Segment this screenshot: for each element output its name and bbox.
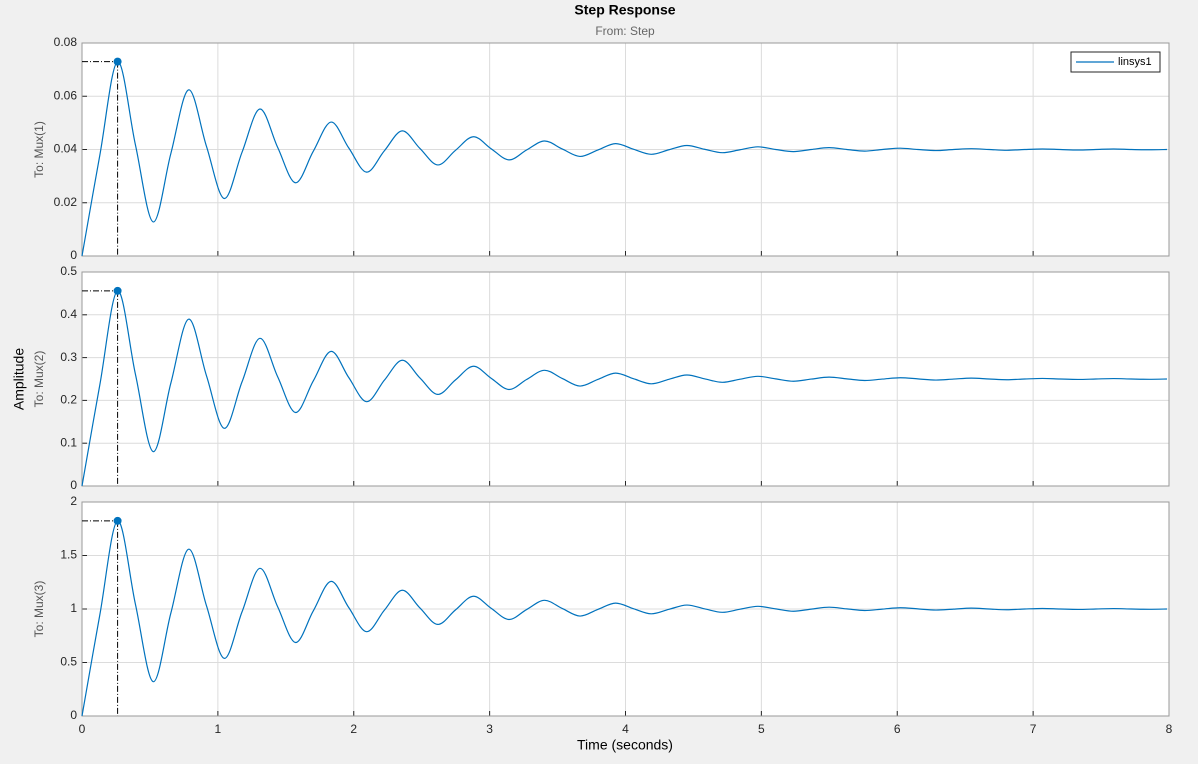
figure-subtitle: From: Step xyxy=(595,24,655,38)
x-tick-label: 3 xyxy=(486,722,493,736)
axes-box xyxy=(81,42,1170,257)
y-tick-label: 0.5 xyxy=(60,264,77,278)
y-tick-label: 0.5 xyxy=(60,655,77,669)
y-tick-label: 1 xyxy=(70,601,77,615)
x-axis-label: Time (seconds) xyxy=(577,737,673,753)
legend-box xyxy=(1070,51,1161,73)
y-tick-label: 0.02 xyxy=(54,195,78,209)
x-tick-label: 8 xyxy=(1166,722,1173,736)
y-tick-label: 0 xyxy=(70,248,77,262)
y-tick-label: 0.04 xyxy=(54,142,78,156)
legend-label: linsys1 xyxy=(1118,56,1152,68)
peak-marker xyxy=(113,286,122,295)
subplot-y-label: To: Mux(1) xyxy=(32,121,46,178)
axes-box xyxy=(81,501,1170,717)
y-axis-label: Amplitude xyxy=(11,348,27,410)
x-tick-label: 2 xyxy=(350,722,357,736)
y-tick-label: 2 xyxy=(70,494,77,508)
response-line xyxy=(81,290,1167,487)
y-tick-label: 0.2 xyxy=(60,393,77,407)
y-tick-label: 0.1 xyxy=(60,435,77,449)
y-tick-label: 0 xyxy=(70,478,77,492)
x-tick-label: 1 xyxy=(215,722,222,736)
response-line xyxy=(81,61,1167,257)
x-tick-label: 5 xyxy=(758,722,765,736)
y-tick-label: 0.3 xyxy=(60,350,77,364)
x-tick-label: 4 xyxy=(622,722,629,736)
subplot-y-label: To: Mux(2) xyxy=(32,351,46,408)
subplot-y-label: To: Mux(3) xyxy=(32,581,46,638)
figure-title: Step Response xyxy=(574,2,675,18)
axes-box xyxy=(81,271,1170,487)
y-tick-label: 0 xyxy=(70,708,77,722)
x-tick-label: 7 xyxy=(1030,722,1037,736)
peak-marker xyxy=(113,516,122,525)
peak-marker xyxy=(113,57,122,66)
response-line xyxy=(81,520,1167,717)
y-tick-label: 1.5 xyxy=(60,548,77,562)
x-tick-label: 6 xyxy=(894,722,901,736)
y-tick-label: 0.08 xyxy=(54,35,78,49)
x-tick-label: 0 xyxy=(79,722,86,736)
y-tick-label: 0.4 xyxy=(60,307,77,321)
y-tick-label: 0.06 xyxy=(54,88,78,102)
